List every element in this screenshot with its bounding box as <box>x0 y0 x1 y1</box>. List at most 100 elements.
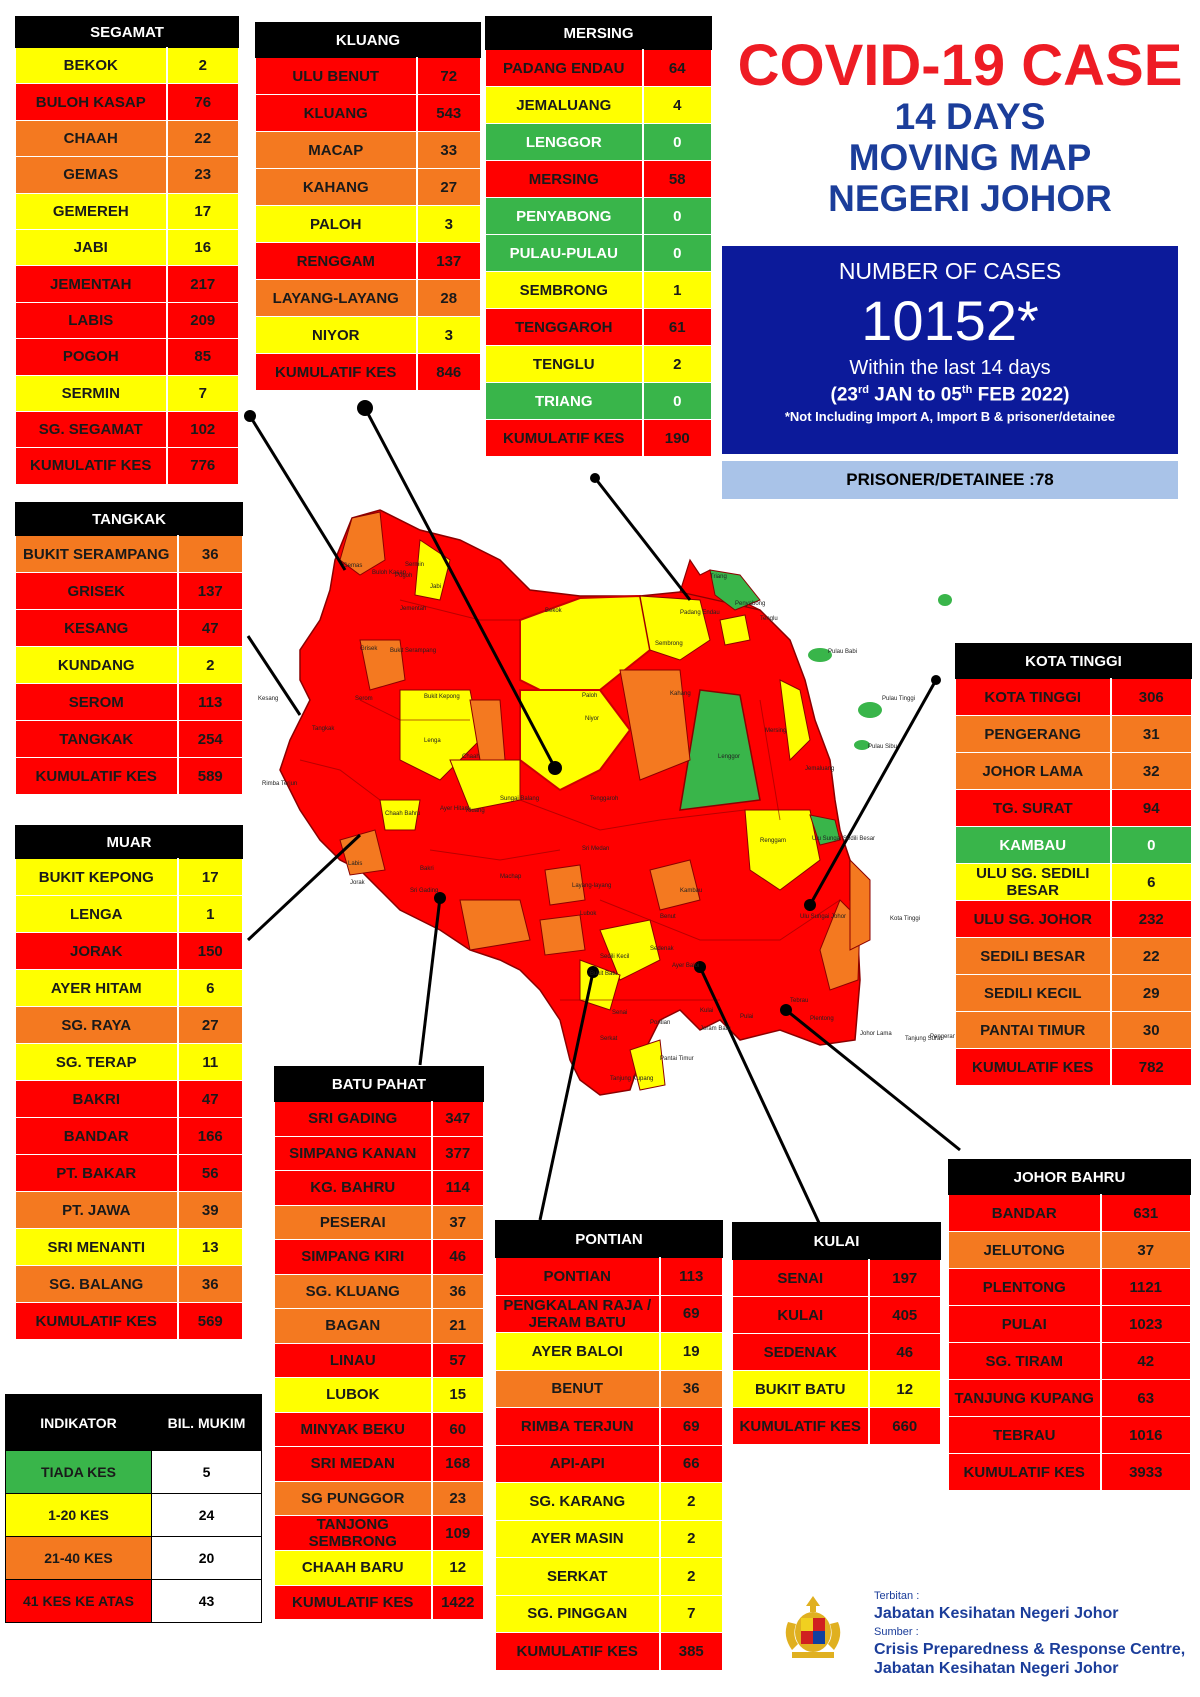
table-row: MERSING 58 <box>485 160 713 198</box>
summary-total: 10152* <box>861 289 1039 352</box>
mukim-name: SG. BALANG <box>15 1265 178 1303</box>
case-count: 85 <box>165 338 240 376</box>
mukim-name: LUBOK <box>274 1377 432 1413</box>
map-place-label: Jeram Batu <box>700 1026 731 1032</box>
case-count: 6 <box>1109 863 1193 901</box>
map-place-label: Sedenak <box>650 946 675 952</box>
map-place-label: Jorak <box>350 880 366 886</box>
legend-label: 41 KES KE ATAS <box>5 1579 152 1623</box>
total-label: KUMULATIF KES <box>15 1302 178 1340</box>
mukim-name: BEKOK <box>15 46 167 85</box>
mukim-name: BANDAR <box>948 1194 1101 1232</box>
region-lenggor <box>679 689 761 811</box>
table-row: SERMIN 7 <box>15 374 240 412</box>
table-row: SG. RAYA 27 <box>15 1006 243 1044</box>
mukim-name: PONTIAN <box>495 1257 660 1296</box>
mukim-name: KG. BAHRU <box>274 1170 432 1206</box>
case-count: 113 <box>176 683 244 721</box>
case-count: 29 <box>1109 974 1193 1012</box>
district-name: KLUANG <box>254 22 482 58</box>
mukim-name: PT. BAKAR <box>15 1154 178 1192</box>
case-count: 31 <box>1109 715 1193 753</box>
mukim-name: PANTAI TIMUR <box>955 1011 1111 1049</box>
leader-dots <box>244 400 941 1016</box>
case-count: 23 <box>165 156 240 194</box>
total-row: KUMULATIF KES 589 <box>15 757 244 795</box>
mukim-name: NIYOR <box>255 316 417 354</box>
table-row: SG. TERAP 11 <box>15 1043 243 1081</box>
map-place-label: Pulau Tinggi <box>882 696 915 702</box>
map-place-label: Kambau <box>680 888 702 894</box>
case-count: 36 <box>658 1369 723 1408</box>
case-count: 631 <box>1099 1194 1191 1232</box>
table-row: PULAU-PULAU 0 <box>485 234 713 272</box>
case-count: 57 <box>430 1342 484 1378</box>
mukim-name: PALOH <box>255 205 417 243</box>
case-count: 69 <box>658 1294 723 1333</box>
mukim-name: KULAI <box>732 1296 869 1334</box>
map-place-label: Lenga <box>424 738 441 744</box>
mukim-name: ULU BENUT <box>255 57 417 95</box>
map-place-label: Ulu Sungai Johor <box>800 914 846 920</box>
mukim-name: TANGKAK <box>15 720 178 758</box>
total-label: KUMULATIF KES <box>495 1632 660 1671</box>
map-place-label: Paloh <box>582 693 597 699</box>
mukim-name: LENGA <box>15 895 178 933</box>
table-row: PT. BAKAR 56 <box>15 1154 243 1192</box>
mukim-name: TRIANG <box>485 382 643 420</box>
mukim-name: PADANG ENDAU <box>485 49 643 87</box>
case-count: 209 <box>165 301 240 340</box>
case-count: 2 <box>641 345 713 383</box>
case-count: 254 <box>176 720 244 758</box>
case-count: 69 <box>658 1407 723 1446</box>
case-count: 0 <box>641 234 713 272</box>
mukim-name: TENGLU <box>485 345 643 383</box>
map-place-label: Buloh Kasap <box>372 570 407 576</box>
table-row: SG. BALANG 36 <box>15 1265 243 1303</box>
map-place-label: Johor Lama <box>860 1031 892 1037</box>
case-count: 56 <box>176 1154 243 1192</box>
table-row: GRISEK 137 <box>15 572 244 610</box>
table-row: TEBRAU 1016 <box>948 1416 1191 1454</box>
map-place-label: Machap <box>500 874 522 880</box>
map-place-label: Pulau Babi <box>828 649 857 655</box>
table-row: SEDILI KECIL 29 <box>955 974 1193 1012</box>
map-place-label: Pulai <box>740 1014 753 1020</box>
map-place-label: Bukit Kepong <box>424 694 460 700</box>
table-muar: MUAR BUKIT KEPONG 17 LENGA 1 JORAK 150 AYER HIT… <box>15 825 243 1340</box>
map-place-label: Labis <box>348 861 362 867</box>
map-place-label: Tangkak <box>312 726 335 732</box>
table-row: API-API 66 <box>495 1444 723 1483</box>
table-row: TG. SURAT 94 <box>955 789 1193 827</box>
summary-label: NUMBER OF CASES <box>838 258 1062 284</box>
table-row: KUNDANG 2 <box>15 646 244 684</box>
table-row: MACAP 33 <box>255 131 482 169</box>
case-count: 168 <box>430 1446 484 1482</box>
mukim-name: BAGAN <box>274 1308 432 1344</box>
table-row: SERKAT 2 <box>495 1557 723 1596</box>
table-row: TANJONG SEMBRONG 109 <box>274 1515 484 1551</box>
table-row: JOHOR LAMA 32 <box>955 752 1193 790</box>
map-place-label: Plentong <box>810 1016 834 1022</box>
legend-table: INDIKATOR BIL. MUKIM TIADA KES 5 1-20 KES 24 2… <box>5 1394 262 1623</box>
table-row: PENGKALAN RAJA / JERAM BATU 69 <box>495 1294 723 1333</box>
published-by: Jabatan Kesihatan Negeri Johor <box>874 1605 1119 1622</box>
island-pulau-sibu <box>854 740 870 750</box>
table-kulai: KULAI SENAI 197 KULAI 405 SEDENAK 46 BUKIT BATU… <box>731 1222 942 1445</box>
case-count: 27 <box>415 168 482 206</box>
case-count: 30 <box>1109 1011 1193 1049</box>
table-row: KOTA TINGGI 306 <box>955 678 1193 716</box>
table-row: AYER BALOI 19 <box>495 1332 723 1371</box>
mukim-name: SG. PINGGAN <box>495 1594 660 1633</box>
case-count: 21 <box>430 1308 484 1344</box>
map-place-label: Padang Endau <box>680 610 720 616</box>
table-row: MINYAK BEKU 60 <box>274 1411 484 1447</box>
map-place-label: Renggam <box>760 838 786 844</box>
table-kota-tinggi: KOTA TINGGI KOTA TINGGI 306 PENGERANG 31 JOHO… <box>954 643 1193 1086</box>
mukim-name: AYER MASIN <box>495 1519 660 1558</box>
map-place-label: Sembrong <box>655 641 683 647</box>
mukim-name: KAMBAU <box>955 826 1111 864</box>
table-row: SENAI 197 <box>732 1259 942 1297</box>
map-place-label: Tanjung Surat <box>905 1036 942 1042</box>
source-line-2: Jabatan Kesihatan Negeri Johor <box>874 1660 1119 1677</box>
